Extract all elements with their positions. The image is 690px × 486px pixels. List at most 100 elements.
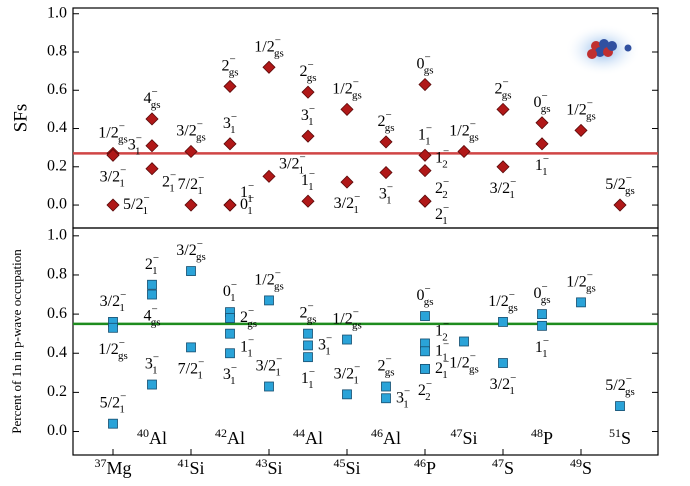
- state-index: gs: [307, 313, 317, 325]
- y-axis-title: Percent of 1n in p-wave occupation: [9, 249, 24, 434]
- data-point: [184, 198, 198, 212]
- y-axis-title: SFs: [10, 104, 31, 133]
- state-label: 3− 1: [223, 110, 237, 135]
- parity: −: [231, 362, 237, 374]
- state-label: 1/2− gs: [254, 267, 283, 292]
- spin: 2: [435, 206, 443, 223]
- mass-number: 49: [570, 456, 582, 470]
- x-tick-label: 49S: [570, 456, 592, 478]
- spin: 0: [534, 93, 542, 110]
- state-index: gs: [307, 72, 317, 84]
- state-label: 3− 1: [128, 132, 142, 157]
- state-label: 2− gs: [300, 59, 317, 84]
- data-point: [498, 358, 508, 368]
- spin: 3/2: [334, 365, 354, 382]
- state-label: 3/2− gs: [176, 238, 205, 263]
- parity: −: [197, 118, 203, 130]
- state-label: 2− gs: [240, 305, 257, 330]
- data-point: [145, 139, 159, 153]
- state-index: 1: [442, 368, 448, 380]
- state-label: 2− 1: [145, 251, 159, 276]
- state-index: 1: [197, 369, 203, 381]
- spin: 3/2: [490, 179, 510, 196]
- state-index: gs: [118, 349, 128, 361]
- spin: 3: [128, 136, 136, 153]
- parity: −: [230, 53, 236, 65]
- spin: 1/2: [98, 340, 118, 357]
- parity: −: [198, 356, 204, 368]
- state-label: 5/2− gs: [605, 172, 634, 197]
- x-tick-label: 46Al: [371, 426, 401, 448]
- state-index: gs: [508, 301, 518, 313]
- parity: −: [143, 192, 149, 204]
- state-index: gs: [385, 366, 395, 378]
- spin: 5/2: [100, 394, 120, 411]
- state-label: 3− 1: [301, 103, 315, 128]
- spin: 1/2: [566, 101, 586, 118]
- data-point: [225, 328, 235, 339]
- data-point: [498, 317, 508, 327]
- state-index: gs: [625, 185, 635, 197]
- spin: 2: [495, 80, 503, 97]
- data-point: [340, 175, 354, 189]
- parity: −: [309, 366, 315, 378]
- data-point: [301, 194, 315, 208]
- state-index: 1: [308, 379, 314, 391]
- spin: 7/2: [178, 176, 198, 193]
- y-tick-label: 0.8: [47, 266, 67, 283]
- spin: 1/2: [332, 310, 352, 327]
- element: Si: [345, 458, 360, 478]
- state-index: gs: [118, 133, 128, 145]
- state-label: 2− 1: [435, 202, 449, 227]
- element: Si: [462, 428, 477, 448]
- parity: −: [354, 191, 360, 203]
- state-index: gs: [586, 282, 596, 294]
- element: Al: [305, 428, 323, 448]
- state-index: gs: [151, 98, 161, 110]
- state-label: 3/2− 1: [490, 175, 517, 200]
- state-label: 2− gs: [495, 76, 512, 101]
- state-label: 1/2− gs: [98, 336, 127, 361]
- state-label: 1− 2: [435, 145, 449, 170]
- state-index: 1: [308, 116, 314, 128]
- state-index: 1: [308, 181, 314, 193]
- element: Si: [267, 458, 282, 478]
- data-point: [147, 379, 157, 390]
- spin: 4: [144, 90, 152, 107]
- x-tick-label: 45Si: [333, 456, 360, 478]
- y-tick-label: 0.2: [47, 157, 67, 174]
- state-index: gs: [541, 294, 551, 306]
- spin: 1/2: [566, 273, 586, 290]
- data-point: [262, 169, 276, 183]
- parity: −: [426, 122, 432, 134]
- parity: −: [275, 267, 281, 279]
- data-point: [147, 289, 157, 300]
- parity: −: [198, 172, 204, 184]
- parity: −: [443, 202, 449, 214]
- mass-number: 47: [492, 456, 504, 470]
- y-tick-label: 1.0: [47, 4, 67, 21]
- state-index: 2: [442, 331, 448, 343]
- mass-number: 46: [371, 426, 383, 440]
- x-tick-label: 37Mg: [94, 456, 131, 478]
- parity: −: [276, 353, 282, 365]
- data-point: [381, 381, 391, 392]
- state-label: 5/2− 1: [100, 390, 127, 415]
- state-label: 1/2− gs: [449, 350, 478, 375]
- spin: 0: [417, 287, 425, 304]
- spin: 3/2: [256, 357, 276, 374]
- state-label: 3/2− 1: [334, 191, 361, 216]
- parity: −: [443, 355, 449, 367]
- parity: −: [626, 172, 632, 184]
- spin: 7/2: [178, 360, 198, 377]
- state-index: 1: [230, 292, 236, 304]
- nucleus-icon: [565, 24, 641, 76]
- state-label: 1/2− gs: [566, 269, 595, 294]
- state-label: 7/2− 1: [178, 172, 205, 197]
- plot-frame: [72, 227, 659, 456]
- spin: 1: [418, 126, 426, 143]
- state-index: gs: [469, 363, 479, 375]
- state-label: 1/2− gs: [566, 97, 595, 122]
- spin: 2: [418, 382, 426, 399]
- data-point: [225, 348, 235, 359]
